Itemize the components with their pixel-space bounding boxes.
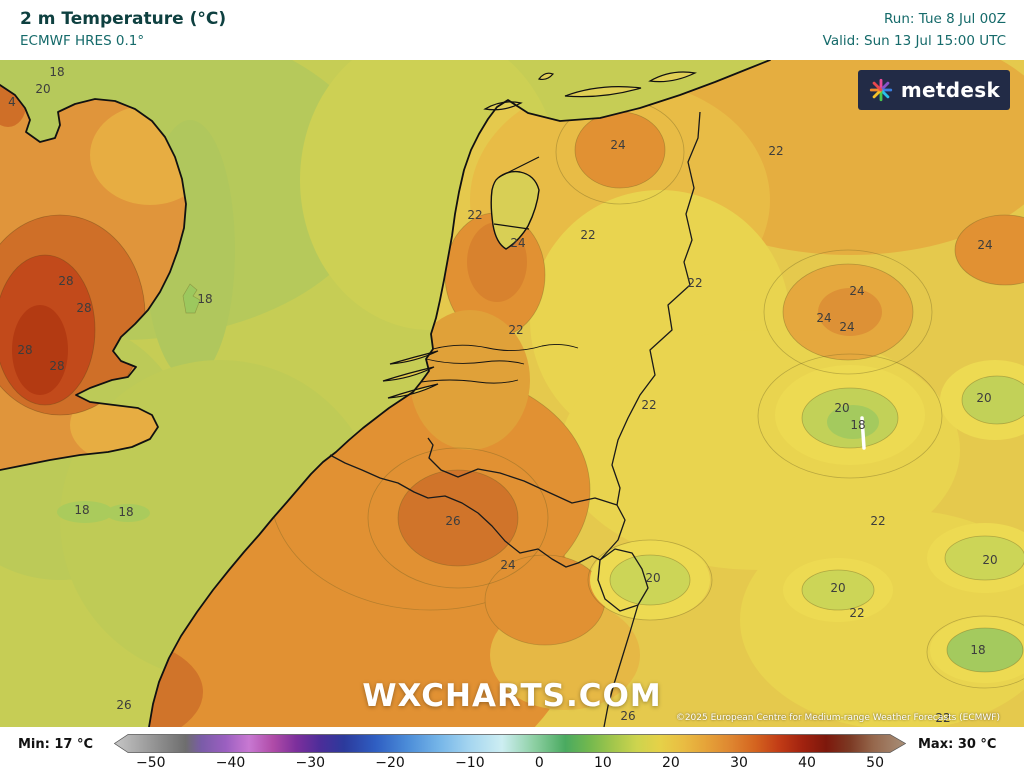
temperature-label: 22 (870, 514, 885, 528)
temperature-label: 24 (816, 311, 831, 325)
model-label: ECMWF HRES 0.1° (20, 33, 145, 49)
temperature-label: 18 (74, 503, 89, 517)
metdesk-star-icon (869, 78, 893, 102)
coastlines (0, 60, 771, 727)
colorbar-tick: 40 (798, 755, 816, 771)
temperature-label: 20 (645, 571, 660, 585)
temperature-label: 28 (17, 343, 32, 357)
colorbar-tick: −30 (295, 755, 326, 771)
temperature-label: 24 (849, 284, 864, 298)
temperature-label: 22 (935, 711, 950, 725)
temperature-label: 22 (687, 276, 702, 290)
afsluitdijk-line (498, 156, 540, 178)
temperature-label: 20 (982, 553, 997, 567)
delta-island (389, 350, 439, 365)
delta-island (382, 366, 435, 382)
temperature-label: 26 (620, 709, 635, 723)
run-time: Run: Tue 8 Jul 00Z (884, 11, 1006, 27)
colorbar-tick: −50 (136, 755, 166, 771)
temperature-label: 24 (977, 238, 992, 252)
colorbar (114, 734, 906, 753)
contour-lines (367, 99, 1024, 689)
colorbar-ticks: −50 −40 −30 −20 −10 0 10 20 30 40 50 (114, 755, 906, 771)
temperature-label: 20 (830, 581, 845, 595)
temperature-label: 22 (467, 208, 482, 222)
colorbar-tick: 0 (534, 755, 544, 771)
temperature-label: 22 (580, 228, 595, 242)
header-right: Run: Tue 8 Jul 00Z Valid: Sun 13 Jul 15:… (823, 9, 1006, 60)
temperature-label: 22 (768, 144, 783, 158)
temperature-label: 24 (610, 138, 625, 152)
min-temp-label: Min: 17 °C (18, 737, 94, 752)
uk-land (0, 85, 186, 470)
colorbar-tick: 10 (593, 755, 612, 771)
temperature-label: 18 (49, 65, 64, 79)
metdesk-logo: metdesk (858, 70, 1010, 110)
colorbar-section: Min: 17 °C −50 −40 −30 −20 −10 0 10 20 30 40 50 Ma… (0, 727, 1024, 784)
watermark: WXCHARTS.COM (362, 678, 662, 714)
border-be-nl (427, 437, 618, 506)
colorbar-tick: 50 (866, 755, 884, 771)
temperature-label: 26 (116, 698, 131, 712)
border-be-fr (329, 454, 601, 568)
temperature-label: 18 (197, 292, 212, 306)
temperature-label: 4 (8, 95, 16, 109)
temperature-label: 24 (839, 320, 854, 334)
border-be-de (599, 504, 626, 561)
wadden-island (648, 71, 697, 83)
white-line-mark (860, 416, 866, 450)
ijsselmeer-lake (490, 170, 540, 250)
border-fr-de (603, 604, 639, 727)
map-header: 2 m Temperature (°C) ECMWF HRES 0.1° Run… (0, 0, 1024, 60)
continent-coastline (148, 60, 771, 727)
country-borders (329, 111, 701, 727)
houtribdijk-line (493, 223, 530, 230)
wadden-island (564, 86, 642, 98)
temperature-map: 18 20 4 24 22 22 24 22 24 28 22 24 18 28 24 24 22 28 28 20 2… (0, 60, 1024, 727)
temperature-label: 28 (58, 274, 73, 288)
rivers (420, 343, 579, 384)
temperature-label: 22 (508, 323, 523, 337)
colorbar-tick: 30 (730, 755, 748, 771)
temperature-label: 18 (970, 643, 985, 657)
temperature-label: 26 (445, 514, 460, 528)
temperature-label: 24 (500, 558, 515, 572)
copyright: ©2025 European Centre for Medium-range W… (675, 713, 1000, 723)
colorbar-tick: −10 (455, 755, 485, 771)
max-temp-label: Max: 30 °C (918, 737, 997, 752)
colorbar-tick: −40 (215, 755, 246, 771)
uk-coastline (0, 84, 187, 471)
header-left: 2 m Temperature (°C) ECMWF HRES 0.1° (20, 9, 226, 60)
valid-time: Valid: Sun 13 Jul 15:00 UTC (822, 32, 1006, 49)
temperature-label: 22 (641, 398, 656, 412)
temperature-label: 20 (35, 82, 50, 96)
border-nl-de (611, 111, 701, 506)
temperature-label: 20 (976, 391, 991, 405)
temperature-label: 18 (850, 418, 865, 432)
islands-and-lakes (382, 71, 697, 399)
temperature-label: 20 (834, 401, 849, 415)
border-luxembourg (597, 548, 649, 612)
temperature-label: 28 (49, 359, 64, 373)
colorbar-tick: −20 (375, 755, 405, 771)
wadden-island (537, 72, 555, 81)
metdesk-logo-text: metdesk (900, 78, 1001, 102)
colorbar-block: −50 −40 −30 −20 −10 0 10 20 30 40 50 (114, 734, 906, 771)
temperature-label: 24 (510, 236, 525, 250)
temperature-label: 28 (76, 301, 91, 315)
temperature-label: 18 (118, 505, 133, 519)
colorbar-tick: 20 (662, 755, 680, 771)
temperature-label: 22 (849, 606, 864, 620)
page-title: 2 m Temperature (°C) (20, 9, 227, 29)
green-arrow-patch (182, 283, 201, 314)
